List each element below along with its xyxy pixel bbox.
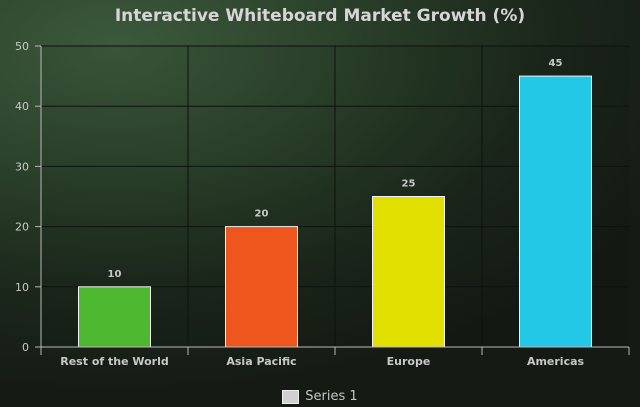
bar-asia-pacific xyxy=(225,226,298,348)
y-tick-label: 30 xyxy=(15,160,29,173)
data-label: 45 xyxy=(549,58,563,69)
y-tick-label: 40 xyxy=(15,100,29,113)
legend-swatch xyxy=(282,389,300,404)
chart-title: Interactive Whiteboard Market Growth (%) xyxy=(114,6,526,26)
bar-americas xyxy=(519,75,592,348)
data-label: 10 xyxy=(108,269,122,280)
x-tick-label: Europe xyxy=(387,355,431,368)
legend: Series 1 xyxy=(0,389,640,404)
bar-rest-of-the-world xyxy=(78,286,151,348)
data-label: 25 xyxy=(402,179,416,190)
data-label: 20 xyxy=(255,209,269,220)
bar-europe xyxy=(372,196,445,348)
x-tick-label: Americas xyxy=(527,355,585,368)
x-tick-label: Asia Pacific xyxy=(226,355,296,368)
y-tick-label: 20 xyxy=(15,221,29,234)
x-tick-label: Rest of the World xyxy=(60,355,169,368)
y-tick-label: 50 xyxy=(15,40,29,53)
y-tick-label: 10 xyxy=(15,281,29,294)
legend-label: Series 1 xyxy=(305,389,358,404)
y-tick-label: 0 xyxy=(22,341,29,354)
